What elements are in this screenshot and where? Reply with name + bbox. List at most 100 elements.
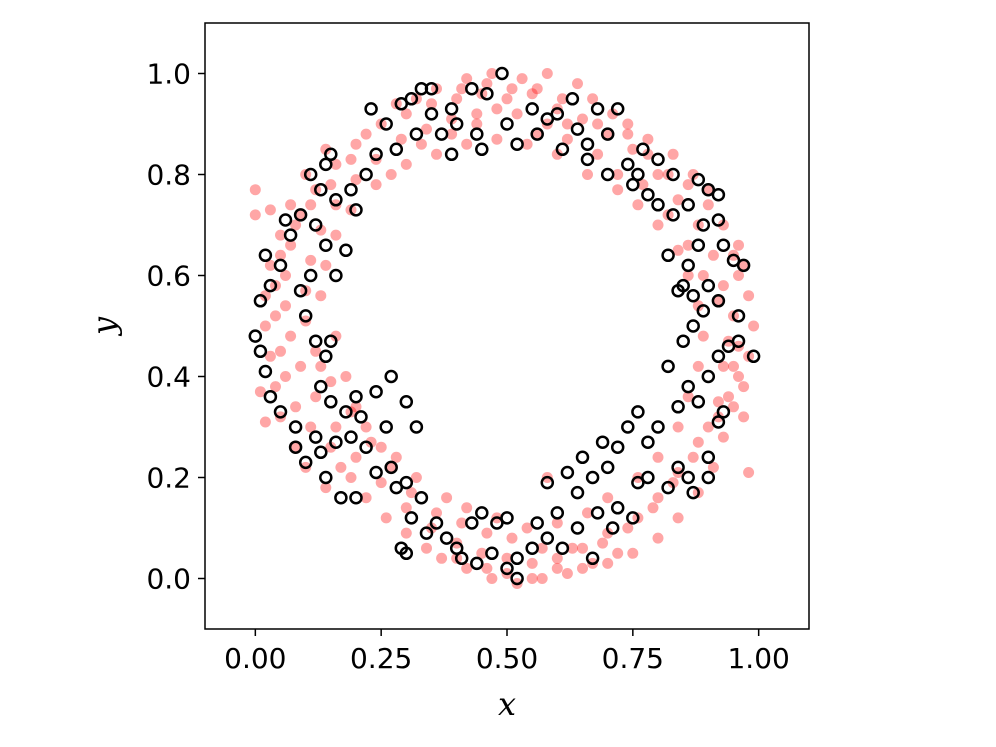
black-data-point <box>631 475 645 490</box>
black-data-point <box>701 470 716 485</box>
black-data-point <box>686 485 700 500</box>
black-data-point <box>303 167 318 182</box>
red-data-point <box>461 562 473 574</box>
black-data-point <box>288 420 303 434</box>
black-data-point <box>736 258 751 273</box>
red-data-point <box>350 401 362 413</box>
red-data-point <box>451 93 463 105</box>
black-data-point <box>600 127 615 141</box>
red-data-point <box>330 158 342 170</box>
black-data-point <box>470 127 484 141</box>
black-data-point <box>610 102 625 116</box>
red-data-point <box>385 169 397 180</box>
black-data-point <box>404 511 419 525</box>
red-data-point <box>340 371 352 382</box>
black-data-point <box>711 349 726 364</box>
black-data-point <box>399 546 414 561</box>
red-data-point <box>516 73 528 85</box>
red-data-point <box>415 138 427 150</box>
red-data-point <box>697 330 709 342</box>
black-data-point <box>585 551 600 566</box>
red-data-point <box>687 451 699 463</box>
black-data-point <box>475 142 489 157</box>
black-data-point <box>550 506 565 520</box>
y-axis-label: y <box>85 316 123 337</box>
black-data-point <box>298 455 313 470</box>
red-data-point <box>702 421 714 433</box>
red-data-point <box>551 562 563 574</box>
red-data-point <box>275 249 286 261</box>
red-data-point <box>285 330 297 342</box>
red-data-point <box>682 239 694 251</box>
red-data-point <box>305 199 317 211</box>
black-data-point <box>349 490 363 505</box>
y-axis: 0.0 0.2 0.4 0.6 0.8 1.0 <box>146 58 205 596</box>
red-data-point <box>687 169 699 180</box>
black-data-point <box>590 506 605 520</box>
black-data-point <box>671 460 685 475</box>
black-data-point <box>701 278 716 293</box>
red-data-point <box>738 411 750 423</box>
red-data-point <box>476 547 488 559</box>
black-data-point <box>369 384 383 399</box>
red-data-point <box>682 270 694 281</box>
black-data-point <box>429 516 444 530</box>
black-data-point <box>293 208 308 222</box>
red-data-point <box>733 239 744 251</box>
red-data-point <box>325 376 337 388</box>
black-data-point <box>344 430 358 444</box>
red-data-point <box>748 320 760 332</box>
red-data-point <box>280 300 291 312</box>
red-data-point <box>743 290 755 302</box>
red-data-point <box>290 401 302 413</box>
red-data-point <box>335 461 347 473</box>
y-tick-label: 0.2 <box>146 462 191 495</box>
red-data-point <box>572 78 583 90</box>
black-data-point <box>691 238 706 252</box>
red-data-point <box>410 472 422 483</box>
black-data-point <box>701 369 716 384</box>
red-data-point <box>652 169 664 180</box>
red-data-point <box>295 209 307 221</box>
black-data-point <box>631 167 645 182</box>
red-data-point <box>738 259 750 271</box>
red-data-point <box>672 512 684 524</box>
red-data-point <box>597 537 609 549</box>
red-data-point <box>612 184 624 196</box>
red-data-point <box>360 128 372 140</box>
black-data-point <box>354 410 368 424</box>
red-data-point <box>400 108 412 120</box>
red-data-point <box>320 482 332 494</box>
black-data-point <box>600 167 615 182</box>
red-data-point <box>627 143 639 155</box>
black-data-point <box>510 551 524 566</box>
x-tick-label: 0.75 <box>602 642 664 675</box>
black-data-point <box>273 258 288 273</box>
red-data-point <box>310 391 322 403</box>
red-data-point <box>647 502 659 514</box>
black-data-point <box>726 253 741 268</box>
black-data-point <box>424 107 439 121</box>
black-data-point <box>686 288 700 303</box>
black-data-point <box>369 465 383 480</box>
red-data-point <box>723 391 734 403</box>
red-data-point <box>501 93 513 105</box>
black-data-point <box>319 470 333 485</box>
black-data-point <box>585 470 600 485</box>
red-data-point <box>270 381 281 393</box>
black-data-point <box>253 344 268 359</box>
black-data-point <box>661 359 675 374</box>
red-data-point <box>602 492 614 504</box>
red-data-point <box>486 573 498 584</box>
red-data-point <box>667 148 679 160</box>
red-data-point <box>632 199 644 211</box>
red-data-point <box>652 532 664 544</box>
red-data-point <box>536 542 548 554</box>
red-data-point <box>290 219 302 231</box>
red-data-point <box>491 103 503 115</box>
black-data-point <box>530 127 544 141</box>
black-data-point <box>394 97 409 111</box>
red-data-point <box>728 360 739 372</box>
y-tick-label: 0.6 <box>146 260 191 293</box>
